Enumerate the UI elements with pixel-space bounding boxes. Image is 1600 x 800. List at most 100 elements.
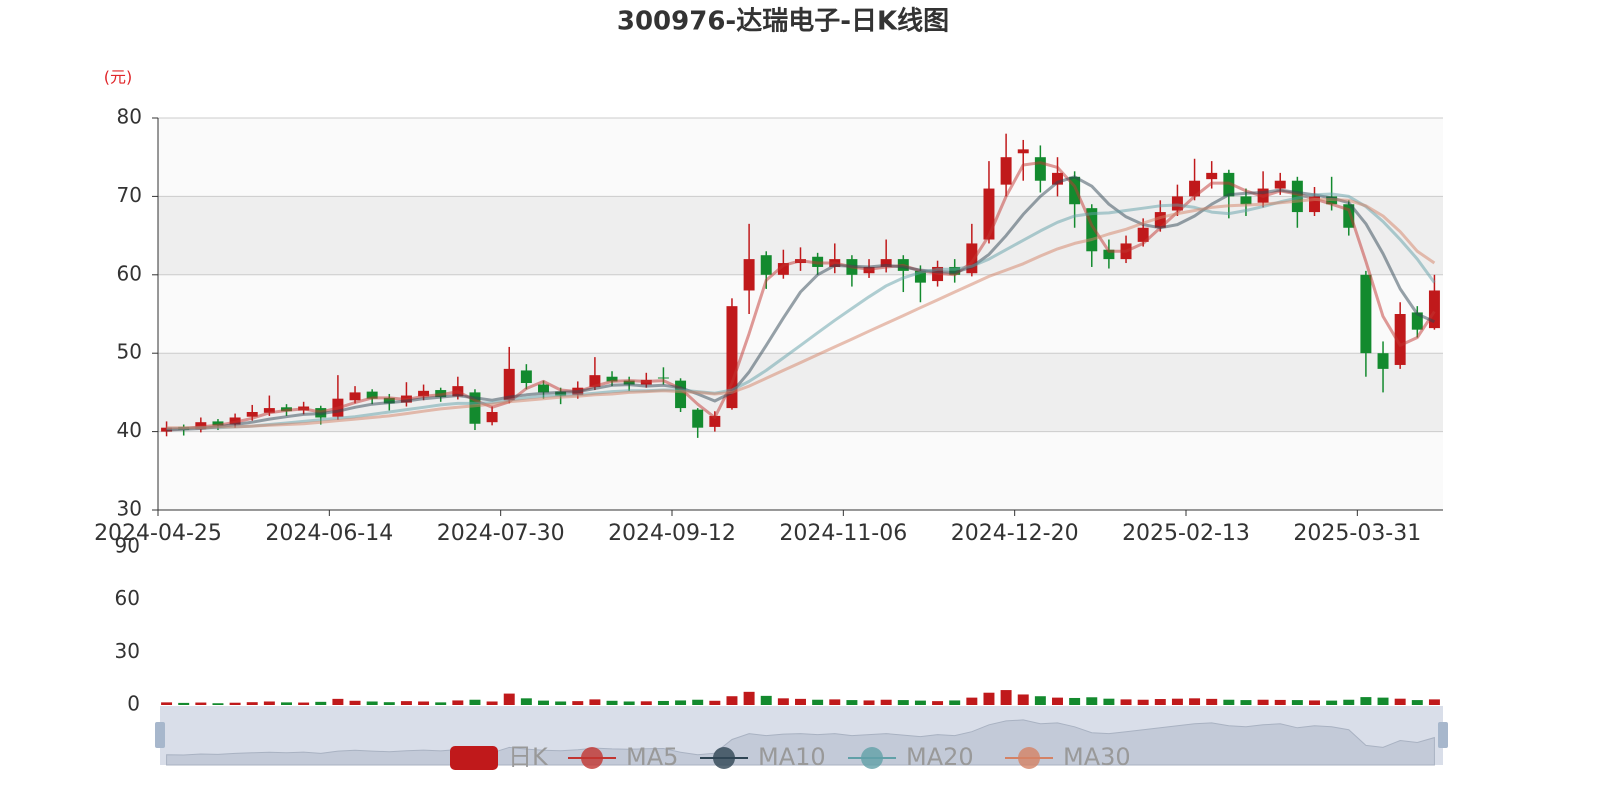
volume-bar (452, 700, 464, 705)
legend-icon (581, 747, 603, 769)
candle-body (709, 415, 721, 427)
volume-bar (914, 700, 926, 705)
volume-bar (1034, 696, 1046, 705)
y-tick-label: 60 (115, 586, 140, 610)
volume-bar (1052, 697, 1063, 705)
volume-bar (760, 695, 772, 705)
zoom-handle[interactable] (155, 722, 165, 748)
volume-bar (161, 702, 173, 705)
legend-item[interactable]: MA5 (568, 743, 678, 771)
zoom-handle[interactable] (1438, 722, 1448, 748)
volume-bar (1257, 699, 1269, 705)
candle-body (1360, 274, 1372, 354)
volume-bar (1086, 697, 1098, 705)
legend-icon (1018, 747, 1040, 769)
candle-body (1428, 290, 1440, 329)
volume-bar (675, 700, 687, 705)
candle-body (383, 397, 395, 404)
volume-bar (366, 701, 378, 705)
candle-body (1034, 157, 1046, 181)
volume-bar (932, 701, 944, 705)
candle-body (538, 384, 549, 393)
candle-body (1274, 180, 1286, 189)
candle-body (1171, 196, 1183, 211)
candle-body (1069, 176, 1081, 205)
volume-bar (1223, 699, 1235, 705)
candle-body (914, 270, 926, 283)
candle-body (589, 375, 601, 387)
volume-bar (486, 701, 498, 705)
volume-bar (640, 701, 652, 705)
y-tick-label: 40 (117, 418, 142, 442)
volume-bar (555, 701, 567, 705)
volume-bar (178, 702, 190, 705)
volume-bar (777, 698, 789, 705)
volume-bar (829, 699, 841, 705)
volume-bar (1411, 700, 1423, 705)
candle-body (880, 259, 892, 267)
candle-body (760, 255, 772, 275)
volume-bar (795, 698, 806, 705)
candle-body (212, 421, 224, 426)
volume-bar (1017, 694, 1029, 705)
legend-label: MA20 (906, 743, 974, 771)
volume-bar (315, 701, 327, 705)
volume-bar (281, 702, 292, 705)
candle-body (1411, 312, 1423, 330)
volume-bar (1240, 700, 1252, 705)
volume-bar (1291, 700, 1303, 705)
legend-icon (861, 747, 883, 769)
x-tick-label: 2024-11-06 (779, 521, 907, 546)
legend-item[interactable]: MA10 (700, 743, 826, 771)
candle-body (1137, 227, 1149, 242)
volume-bar (657, 700, 669, 705)
candle-body (520, 370, 532, 383)
legend-item[interactable]: MA20 (848, 743, 974, 771)
candle-body (966, 243, 978, 274)
volume-bar (503, 693, 515, 705)
candle-body (1103, 249, 1115, 260)
volume-bar (400, 701, 412, 705)
volume-bar (1171, 698, 1183, 705)
volume-bar (469, 699, 481, 705)
volume-bar (1137, 699, 1149, 705)
candle-body (743, 259, 755, 291)
volume-bar (949, 700, 961, 705)
x-tick-label: 2024-06-14 (265, 521, 393, 546)
volume-bar (1103, 698, 1115, 705)
volume-bar (1274, 699, 1286, 705)
volume-bar (435, 702, 447, 705)
candle-body (726, 306, 738, 409)
volume-bar (332, 698, 344, 705)
volume-bar (520, 698, 532, 705)
volume-bar (983, 692, 995, 705)
volume-bar (1428, 699, 1440, 705)
volume-bar (1343, 699, 1355, 705)
x-tick-label: 2024-09-12 (608, 521, 736, 546)
candle-body (486, 412, 498, 423)
candle-body (1291, 180, 1303, 213)
y-tick-label: 70 (117, 183, 142, 207)
y-tick-label: 50 (117, 340, 142, 364)
x-tick-label: 2025-02-13 (1122, 521, 1250, 546)
legend-icon (450, 746, 498, 770)
candle-body (503, 368, 515, 401)
legend-label: MA30 (1063, 743, 1131, 771)
candle-body (657, 377, 669, 379)
y-axis-label: (元) (104, 68, 133, 87)
legend-item[interactable]: 日K (450, 743, 549, 771)
volume-bar (589, 699, 601, 705)
volume-bar (709, 700, 721, 705)
candle-body (623, 380, 635, 385)
plot: 30 40 50 60 70 80 2024-04-25 2024-06-14 2024-07-… (94, 105, 1443, 716)
volume-bar (229, 702, 241, 705)
volume-bar (1309, 700, 1320, 705)
y-tick-label: 30 (117, 497, 142, 521)
candle-body (246, 412, 258, 417)
legend-item[interactable]: MA30 (1005, 743, 1131, 771)
volume-bar (880, 699, 892, 705)
candle-body (1017, 149, 1029, 154)
legend-label: MA5 (626, 743, 678, 771)
